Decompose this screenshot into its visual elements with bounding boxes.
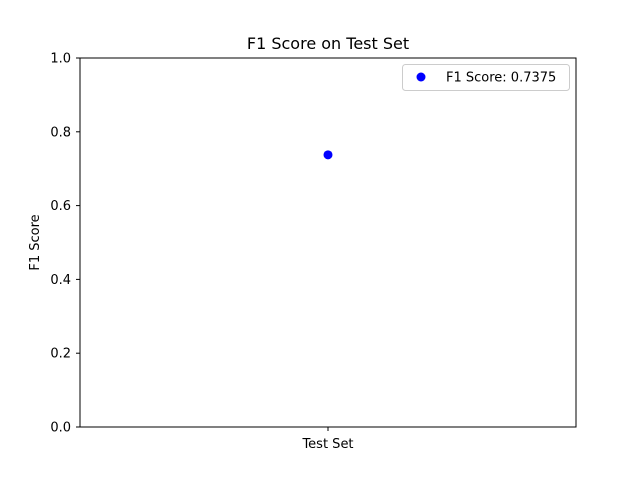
- data-point: [323, 150, 333, 160]
- y-tick-label: 0.8: [50, 125, 71, 140]
- legend-label: F1 Score: 0.7375: [446, 71, 556, 86]
- chart-title: F1 Score on Test Set: [247, 34, 409, 53]
- y-tick-label: 0.6: [50, 199, 71, 214]
- y-axis-label: F1 Score: [28, 214, 43, 270]
- y-axis: 0.0 0.2 0.4 0.6 0.8 1.0: [50, 52, 80, 436]
- legend-box: [402, 64, 570, 91]
- legend-marker: [416, 72, 426, 82]
- y-tick-label: 1.0: [50, 52, 71, 67]
- y-tick-label: 0.0: [50, 421, 71, 436]
- x-tick-label: Test Set: [301, 437, 353, 452]
- legend: F1 Score: 0.7375: [402, 64, 570, 91]
- y-tick-label: 0.4: [50, 273, 71, 288]
- data-points: [323, 150, 333, 160]
- plot-area-frame: [79, 57, 577, 428]
- y-tick-label: 0.2: [50, 347, 71, 362]
- x-axis: Test Set: [301, 427, 354, 452]
